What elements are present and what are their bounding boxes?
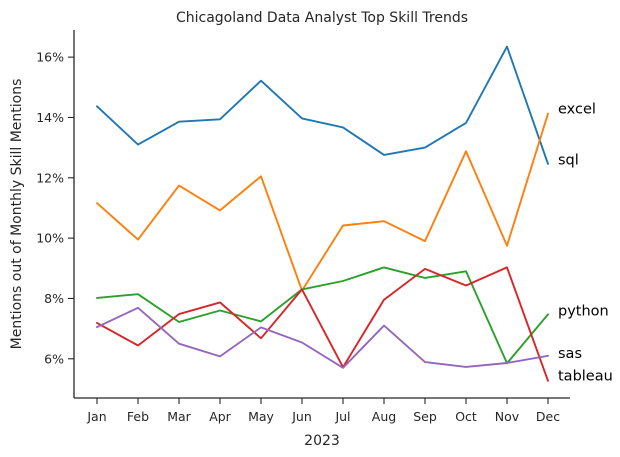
x-tick-label: Jul <box>334 409 350 424</box>
series-label-sas: sas <box>558 346 582 362</box>
series-line-python <box>96 266 549 365</box>
x-tick-label: Nov <box>495 409 520 424</box>
series-label-excel: excel <box>558 101 596 117</box>
y-tick-label: 14% <box>36 110 64 125</box>
series-end-labels: excel sql python sas tableau <box>558 101 613 384</box>
axis-ticks: Jan Feb Mar Apr May Jun Jul Aug Sep Oct Nov Dec 6% 8%… <box>36 50 560 424</box>
series-line-sql <box>96 45 549 165</box>
series-line-excel <box>96 112 549 292</box>
x-tick-label: May <box>248 409 274 424</box>
y-tick-label: 16% <box>36 50 64 65</box>
series-lines <box>96 45 549 382</box>
series-line-tableau <box>96 266 549 382</box>
x-tick-label: Aug <box>372 409 396 424</box>
x-tick-label: Apr <box>209 409 231 424</box>
series-line-sas <box>96 306 549 369</box>
y-tick-label: 12% <box>36 170 64 185</box>
x-tick-label: Jun <box>291 409 312 424</box>
x-tick-label: Oct <box>455 409 477 424</box>
chart-title: Chicagoland Data Analyst Top Skill Trend… <box>176 10 468 26</box>
y-axis-label: Mentions out of Monthly Skill Mentions <box>9 79 25 350</box>
series-label-tableau: tableau <box>558 368 613 384</box>
series-label-python: python <box>558 304 609 320</box>
x-tick-label: Feb <box>127 409 149 424</box>
y-tick-label: 8% <box>44 291 64 306</box>
x-tick-label: Mar <box>167 409 191 424</box>
x-axis-label: 2023 <box>304 433 340 449</box>
x-tick-label: Jan <box>86 409 106 424</box>
series-label-sql: sql <box>558 153 579 169</box>
x-tick-label: Dec <box>536 409 560 424</box>
y-tick-label: 6% <box>44 351 64 366</box>
x-tick-label: Sep <box>413 409 437 424</box>
y-tick-label: 10% <box>36 231 64 246</box>
